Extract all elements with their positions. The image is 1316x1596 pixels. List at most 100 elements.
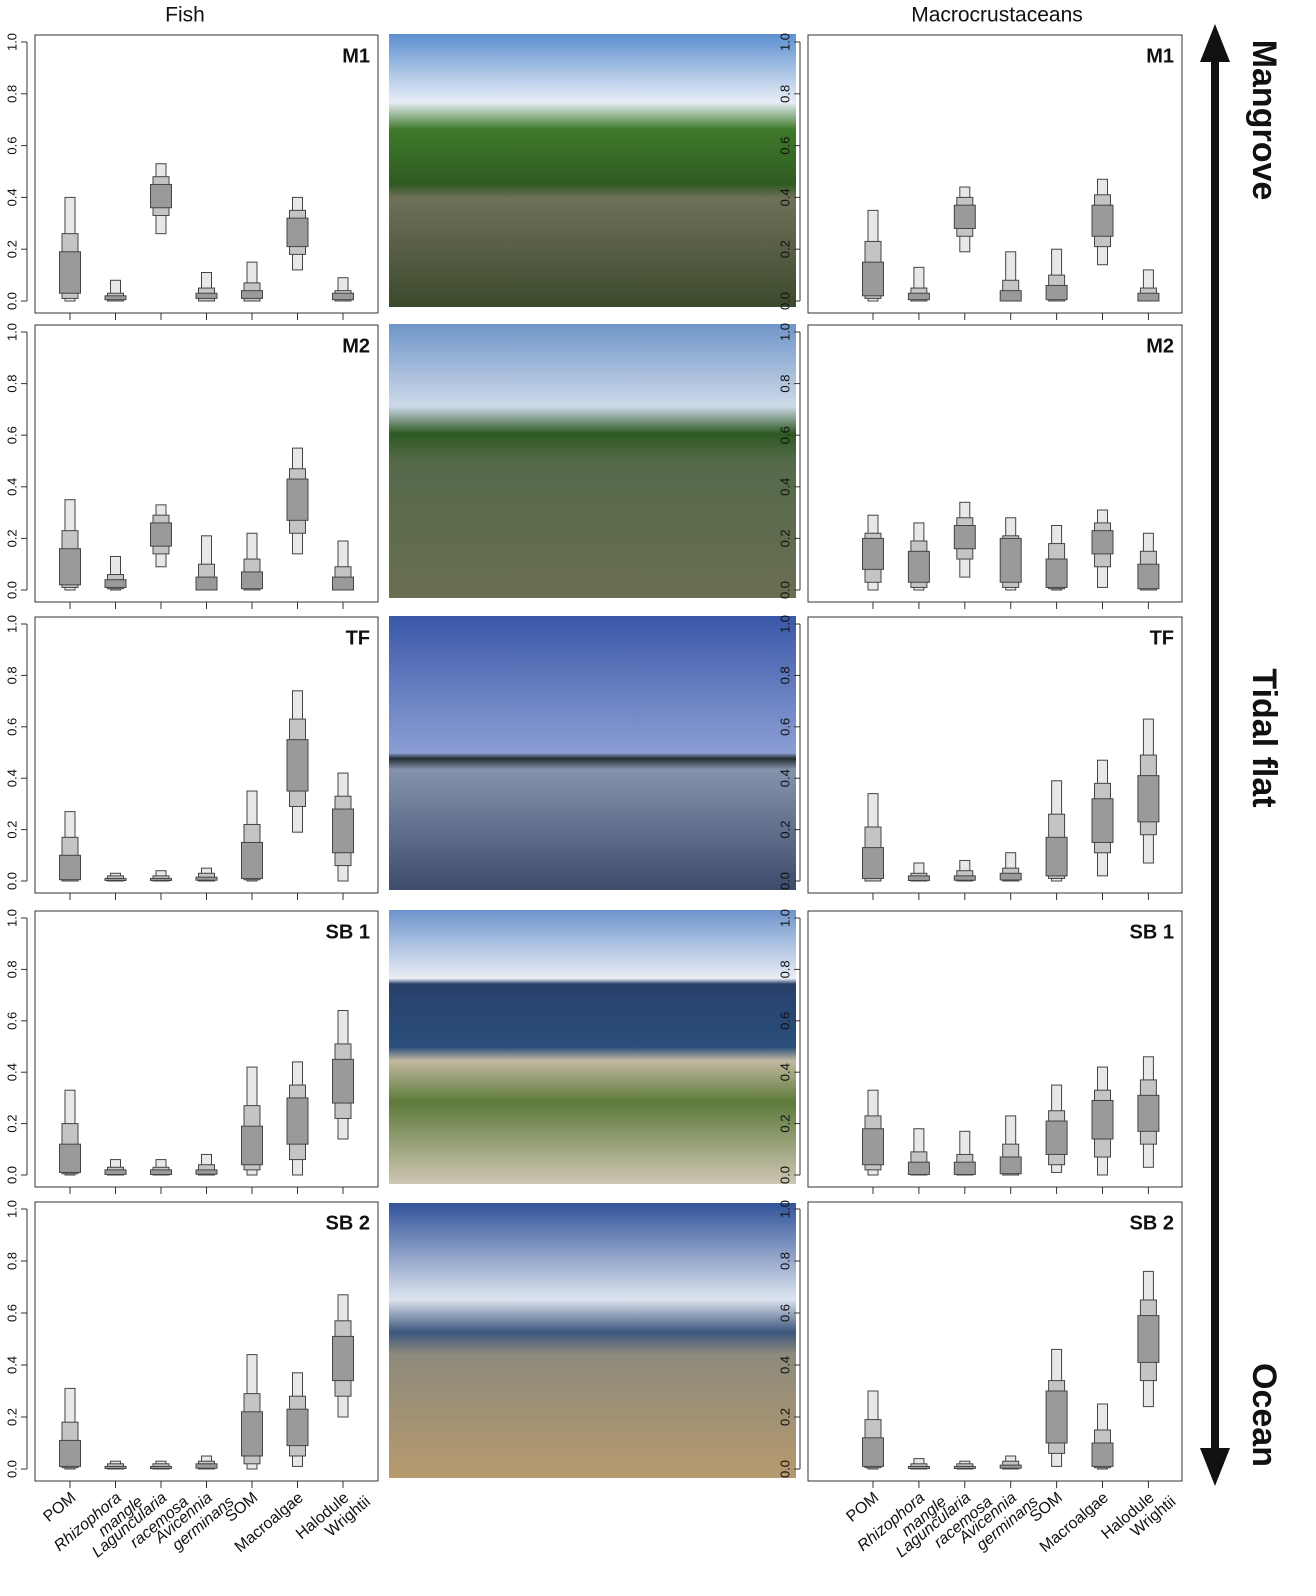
category-label-line: SOM: [222, 1489, 261, 1525]
credible-interval: [286, 739, 309, 792]
credible-interval: [241, 1411, 263, 1457]
credible-interval: [332, 1335, 354, 1382]
credible-interval: [104, 1465, 127, 1469]
credible-interval: [195, 876, 218, 881]
credible-interval: [999, 872, 1022, 881]
credible-interval: [1045, 284, 1068, 301]
arrow-head: [1200, 1448, 1230, 1486]
credible-interval: [1137, 775, 1160, 823]
column-header: Fish: [165, 4, 205, 27]
credible-interval: [332, 1058, 354, 1104]
credible-interval: [953, 525, 976, 550]
y-tick-label: 0.2: [777, 821, 792, 839]
y-tick-label: 0.0: [777, 1460, 792, 1478]
y-tick-label: 0.0: [4, 1460, 19, 1478]
credible-interval: [862, 847, 884, 879]
y-tick-label: 0.6: [4, 137, 19, 155]
credible-interval: [862, 261, 884, 297]
panel-title: TF: [346, 627, 370, 649]
credible-interval: [104, 579, 127, 588]
y-tick-label: 0.8: [4, 1252, 19, 1270]
category-label: SOM: [222, 1489, 261, 1525]
y-tick-label: 0.0: [4, 1166, 19, 1184]
y-tick-label: 0.2: [4, 1408, 19, 1426]
column-header: Macrocrustaceans: [911, 4, 1083, 27]
credible-interval: [110, 555, 121, 591]
panel-title: TF: [1150, 627, 1174, 649]
plot-frame: [807, 1201, 1183, 1482]
y-tick-label: 0.0: [4, 872, 19, 890]
credible-interval: [907, 292, 930, 301]
y-tick-label: 1.0: [777, 615, 792, 633]
credible-interval: [59, 854, 81, 881]
y-tick-label: 0.4: [4, 478, 19, 496]
credible-interval: [195, 1463, 218, 1469]
photo-mangrove-2: [389, 324, 796, 598]
credible-interval: [150, 183, 172, 209]
credible-interval: [953, 1465, 976, 1469]
credible-interval: [286, 1097, 309, 1145]
credible-interval: [59, 251, 81, 294]
credible-interval: [241, 571, 263, 590]
credible-interval: [150, 522, 172, 547]
credible-interval: [1137, 563, 1160, 590]
credible-interval: [241, 290, 263, 299]
y-tick-label: 0.8: [4, 960, 19, 978]
credible-interval: [332, 808, 354, 854]
y-tick-label: 0.2: [777, 1115, 792, 1133]
category-label-line: POM: [843, 1489, 882, 1525]
y-tick-label: 0.0: [777, 1166, 792, 1184]
plot-frame: [807, 616, 1183, 894]
credible-interval: [1091, 798, 1114, 843]
y-tick-label: 0.2: [4, 821, 19, 839]
credible-interval: [241, 1125, 263, 1166]
panel-title: M2: [1146, 335, 1174, 357]
y-tick-label: 1.0: [4, 323, 19, 341]
photo-sand-bank-2: [389, 1203, 796, 1478]
y-tick-label: 0.4: [4, 769, 19, 787]
y-tick-label: 0.8: [4, 375, 19, 393]
y-tick-label: 1.0: [4, 909, 19, 927]
y-tick-label: 0.0: [4, 292, 19, 310]
y-tick-label: 0.4: [4, 188, 19, 206]
plot-frame: [807, 324, 1183, 603]
y-tick-label: 0.4: [777, 188, 792, 206]
credible-interval: [907, 550, 930, 583]
y-tick-label: 0.6: [777, 718, 792, 736]
credible-interval: [999, 1156, 1022, 1175]
y-tick-label: 0.0: [777, 581, 792, 599]
y-tick-label: 0.6: [4, 1304, 19, 1322]
category-label: SOM: [1027, 1489, 1066, 1525]
y-tick-label: 0.8: [777, 960, 792, 978]
credible-interval: [907, 1465, 930, 1469]
y-tick-label: 0.8: [4, 666, 19, 684]
credible-interval: [195, 292, 218, 299]
credible-interval: [59, 1143, 81, 1173]
gradient-label: Mangrove: [1245, 40, 1283, 201]
y-tick-label: 0.6: [777, 137, 792, 155]
credible-interval: [150, 1169, 172, 1175]
y-tick-label: 0.2: [777, 1408, 792, 1426]
plot-frame: [34, 34, 379, 314]
y-tick-label: 0.2: [777, 529, 792, 547]
credible-interval: [286, 478, 309, 521]
y-tick-label: 0.8: [777, 666, 792, 684]
y-tick-label: 0.6: [777, 426, 792, 444]
panel-title: SB 2: [326, 1212, 370, 1234]
panel-title: M1: [342, 45, 370, 67]
credible-interval: [150, 877, 172, 881]
photo-tidal-flat: [389, 616, 796, 890]
credible-interval: [332, 292, 354, 301]
photo-sand-bank-1: [389, 910, 796, 1184]
credible-interval: [1045, 558, 1068, 588]
credible-interval: [241, 841, 263, 879]
y-tick-label: 1.0: [777, 33, 792, 51]
arrow-head: [1200, 24, 1230, 62]
y-tick-label: 0.4: [4, 1356, 19, 1374]
y-tick-label: 0.4: [777, 1063, 792, 1081]
y-tick-label: 0.2: [4, 529, 19, 547]
credible-interval: [1091, 204, 1114, 237]
